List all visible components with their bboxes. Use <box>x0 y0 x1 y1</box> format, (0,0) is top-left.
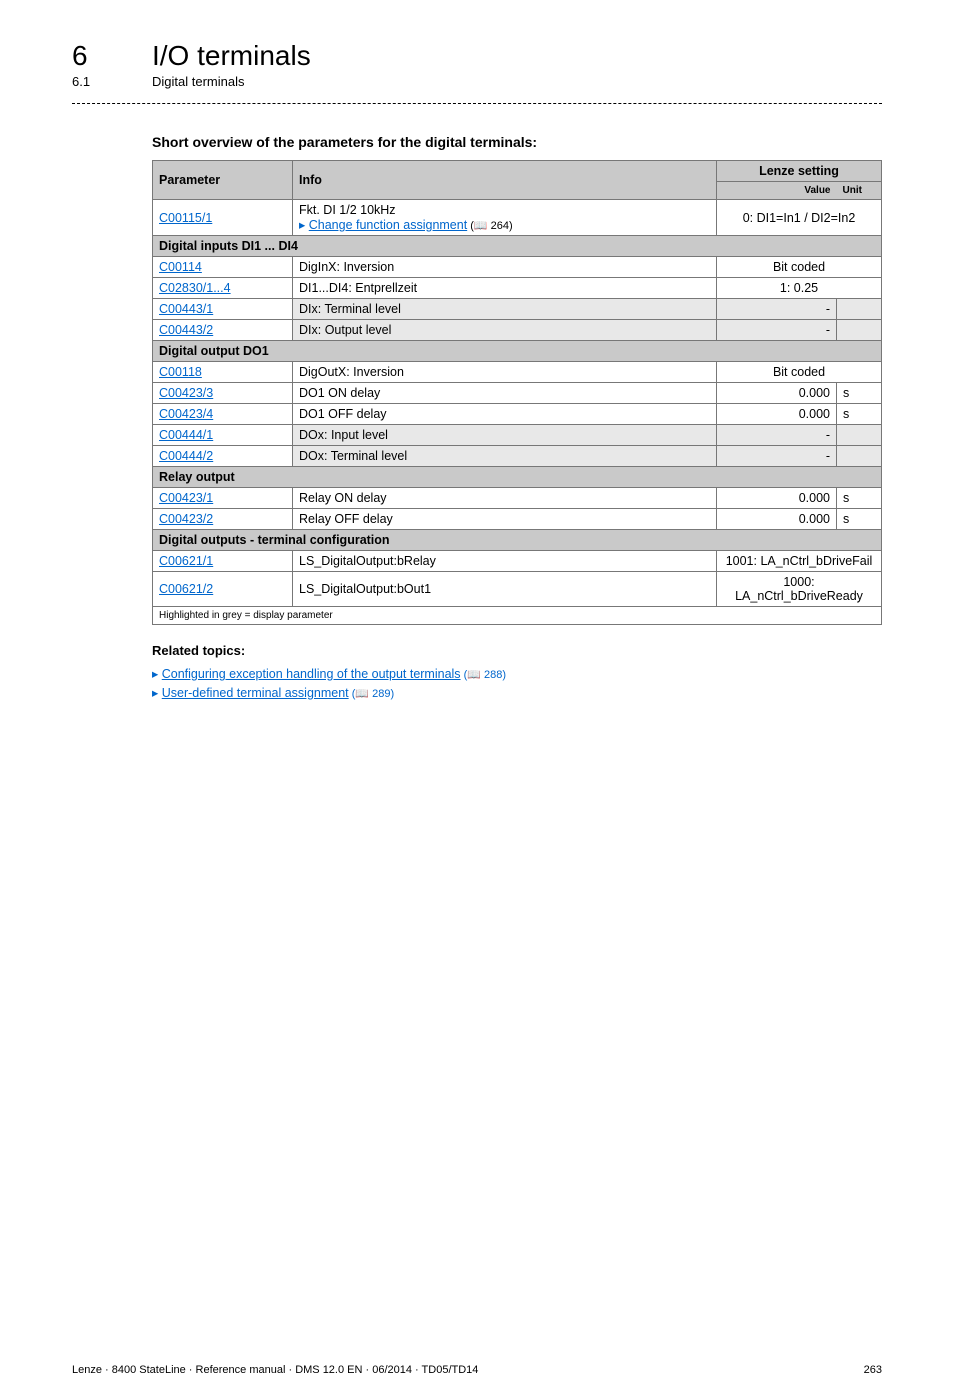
change-function-link[interactable]: Change function assignment <box>309 218 467 232</box>
section-title: Digital terminals <box>152 74 244 89</box>
value-cell: - <box>717 446 837 467</box>
parameter-code-link[interactable]: C00423/3 <box>159 386 213 400</box>
unit-cell <box>837 446 882 467</box>
table-row: C00118 DigOutX: InversionBit coded <box>153 362 882 383</box>
overview-heading: Short overview of the parameters for the… <box>152 134 882 150</box>
table-row: C00114 DigInX: InversionBit coded <box>153 257 882 278</box>
table-row: C00621/2 LS_DigitalOutput:bOut11000: LA_n… <box>153 572 882 607</box>
table-row: C00423/1 Relay ON delay0.000s <box>153 488 882 509</box>
table-row: C00423/3 DO1 ON delay0.000s <box>153 383 882 404</box>
value-cell: - <box>717 299 837 320</box>
section-number: 6.1 <box>72 74 152 89</box>
value-cell: - <box>717 320 837 341</box>
setting-cell: 0: DI1=In1 / DI2=In2 <box>717 200 882 236</box>
chapter-number: 6 <box>72 40 152 72</box>
value-cell: - <box>717 425 837 446</box>
footer-page-number: 263 <box>864 1364 882 1376</box>
col-header-parameter: Parameter <box>153 161 293 200</box>
setting-cell: Bit coded <box>717 362 882 383</box>
table-row: C02830/1...4 DI1...DI4: Entprellzeit1: 0.… <box>153 278 882 299</box>
info-cell: DOx: Terminal level <box>293 446 717 467</box>
related-topic-link[interactable]: User-defined terminal assignment <box>162 686 349 700</box>
info-cell: DO1 ON delay <box>293 383 717 404</box>
related-heading: Related topics: <box>152 643 882 658</box>
table-footnote: Highlighted in grey = display parameter <box>153 607 882 625</box>
parameter-code-link[interactable]: C00423/2 <box>159 512 213 526</box>
parameter-code-link[interactable]: C00443/1 <box>159 302 213 316</box>
chapter-title: I/O terminals <box>152 40 311 72</box>
table-section-header: Digital output DO1 <box>153 341 882 362</box>
value-cell: 0.000 <box>717 488 837 509</box>
table-section-header: Digital inputs DI1 ... DI4 <box>153 236 882 257</box>
parameter-table: Parameter Info Lenze setting Value Unit … <box>152 160 882 625</box>
info-cell: LS_DigitalOutput:bOut1 <box>293 572 717 607</box>
info-cell: Fkt. DI 1/2 10kHz▸ Change function assig… <box>293 200 717 236</box>
info-cell: DIx: Output level <box>293 320 717 341</box>
unit-cell <box>837 299 882 320</box>
table-row: C00444/1 DOx: Input level- <box>153 425 882 446</box>
table-section-header: Relay output <box>153 467 882 488</box>
unit-cell: s <box>837 404 882 425</box>
setting-cell: Bit coded <box>717 257 882 278</box>
footer-left: Lenze · 8400 StateLine · Reference manua… <box>72 1364 478 1376</box>
related-topic-link[interactable]: Configuring exception handling of the ou… <box>162 667 461 681</box>
parameter-code-link[interactable]: C02830/1...4 <box>159 281 231 295</box>
col-header-info: Info <box>293 161 717 200</box>
info-cell: DO1 OFF delay <box>293 404 717 425</box>
table-row: C00621/1 LS_DigitalOutput:bRelay1001: LA_… <box>153 551 882 572</box>
parameter-code-link[interactable]: C00443/2 <box>159 323 213 337</box>
table-section-header: Digital outputs - terminal configuration <box>153 530 882 551</box>
setting-cell: 1001: LA_nCtrl_bDriveFail <box>717 551 882 572</box>
table-row: C00423/2 Relay OFF delay0.000s <box>153 509 882 530</box>
unit-cell <box>837 320 882 341</box>
info-cell: DI1...DI4: Entprellzeit <box>293 278 717 299</box>
info-cell: LS_DigitalOutput:bRelay <box>293 551 717 572</box>
parameter-code-link[interactable]: C00118 <box>159 365 202 379</box>
value-cell: 0.000 <box>717 509 837 530</box>
col-header-setting: Lenze setting <box>717 161 882 182</box>
parameter-code-link[interactable]: C00423/1 <box>159 491 213 505</box>
table-row: C00443/2 DIx: Output level- <box>153 320 882 341</box>
parameter-code-link[interactable]: C00115/1 <box>159 211 212 225</box>
value-cell: 0.000 <box>717 404 837 425</box>
info-cell: DIx: Terminal level <box>293 299 717 320</box>
divider <box>72 103 882 104</box>
info-cell: Relay ON delay <box>293 488 717 509</box>
table-row: C00423/4 DO1 OFF delay0.000s <box>153 404 882 425</box>
value-cell: 0.000 <box>717 383 837 404</box>
parameter-code-link[interactable]: C00114 <box>159 260 202 274</box>
unit-cell <box>837 425 882 446</box>
parameter-code-link[interactable]: C00444/2 <box>159 449 213 463</box>
setting-cell: 1000: LA_nCtrl_bDriveReady <box>717 572 882 607</box>
setting-cell: 1: 0.25 <box>717 278 882 299</box>
info-cell: DOx: Input level <box>293 425 717 446</box>
table-row: C00443/1 DIx: Terminal level- <box>153 299 882 320</box>
unit-cell: s <box>837 383 882 404</box>
parameter-code-link[interactable]: C00621/2 <box>159 582 213 596</box>
info-cell: DigOutX: Inversion <box>293 362 717 383</box>
table-row: C00444/2 DOx: Terminal level- <box>153 446 882 467</box>
unit-cell: s <box>837 509 882 530</box>
parameter-code-link[interactable]: C00444/1 <box>159 428 213 442</box>
parameter-code-link[interactable]: C00423/4 <box>159 407 213 421</box>
parameter-code-link[interactable]: C00621/1 <box>159 554 213 568</box>
info-cell: Relay OFF delay <box>293 509 717 530</box>
col-subheader-value: Value <box>717 182 837 200</box>
info-cell: DigInX: Inversion <box>293 257 717 278</box>
col-subheader-unit: Unit <box>837 182 882 200</box>
unit-cell: s <box>837 488 882 509</box>
